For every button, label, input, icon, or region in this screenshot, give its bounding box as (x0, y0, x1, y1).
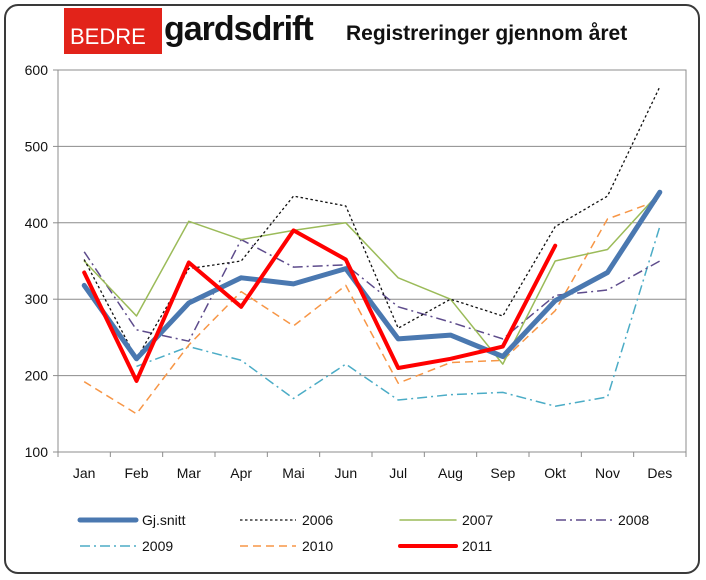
y-tick-label: 600 (25, 62, 49, 78)
x-tick-label: Jun (335, 465, 358, 481)
legend-label: 2007 (462, 512, 493, 528)
legend-label: 2011 (462, 538, 492, 554)
logo-text-gardsdrift: gardsdrift (164, 10, 314, 48)
x-tick-label: Des (647, 465, 672, 481)
x-tick-label: Okt (544, 465, 566, 481)
chart-title: Registreringer gjennom året (346, 22, 628, 45)
legend-label: Gj.snitt (142, 512, 186, 528)
logo-red-box: BEDRE (64, 8, 162, 54)
series-line-2010 (83, 199, 661, 415)
x-tick-label: Apr (230, 465, 252, 481)
y-tick-label: 100 (25, 444, 49, 460)
series-line-2006 (83, 86, 661, 360)
x-tick-label: Jan (73, 465, 96, 481)
legend-label: 2008 (618, 512, 649, 528)
x-tick-label: Mar (177, 465, 201, 481)
y-tick-label: 200 (25, 368, 49, 384)
y-tick-label: 500 (25, 138, 49, 154)
legend-label: 2009 (142, 538, 173, 554)
series-line-2007 (83, 191, 661, 365)
y-tick-label: 300 (25, 291, 49, 307)
x-tick-label: Mai (282, 465, 305, 481)
x-tick-label: Jul (389, 465, 407, 481)
y-tick-label: 400 (25, 215, 49, 231)
plot-area (57, 69, 687, 453)
series-line-2011 (82, 228, 558, 383)
x-tick-label: Feb (124, 465, 148, 481)
legend-label: 2006 (302, 512, 333, 528)
x-tick-label: Sep (490, 465, 515, 481)
legend-label: 2010 (302, 538, 333, 554)
series-line-2009 (136, 226, 661, 407)
logo-text-bedre: BEDRE (70, 24, 146, 49)
x-tick-label: Nov (595, 465, 620, 481)
x-tick-label: Aug (438, 465, 463, 481)
series-line-gj-snitt (81, 189, 663, 362)
